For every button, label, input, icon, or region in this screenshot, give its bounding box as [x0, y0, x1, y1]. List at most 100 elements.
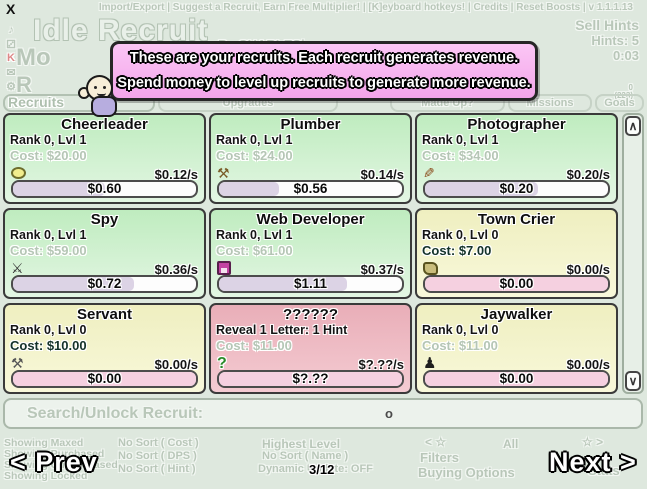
- recruit-rank-level: Rank 0, Lvl 1: [10, 228, 87, 242]
- search-input[interactable]: Search/Unlock Recruit: o: [3, 398, 643, 429]
- revenue-progress-bar: [423, 370, 610, 388]
- recruit-rate: $0.00/s: [154, 357, 198, 372]
- recruit-rate: $0.14/s: [360, 167, 404, 182]
- recruit-name: Web Developer: [256, 211, 365, 228]
- hotkey-icon[interactable]: K: [7, 52, 15, 64]
- tab-missions[interactable]: Missions: [508, 94, 592, 112]
- music-icon[interactable]: ♪: [8, 24, 14, 36]
- recruit-rank-level: Rank 0, Lvl 1: [422, 133, 499, 147]
- revenue-progress-bar: [11, 275, 198, 293]
- sort-name-button[interactable]: No Sort ( Name ): [262, 450, 349, 462]
- revenue-progress-bar: [217, 180, 404, 198]
- recruit-rate: $0.37/s: [360, 262, 404, 277]
- recruit-name: Plumber: [280, 116, 341, 133]
- scroll-down-icon[interactable]: ∨: [625, 371, 641, 391]
- sort-cost-button[interactable]: No Sort ( Cost ): [118, 437, 199, 449]
- toggle-showing-locked[interactable]: Showing Locked: [4, 470, 88, 482]
- recruit-name: Town Crier: [477, 211, 556, 228]
- pom-pom-icon: [11, 167, 26, 179]
- recruit-rank-level: Rank 0, Lvl 1: [216, 133, 293, 147]
- recruit-rank-level: Reveal 1 Letter: 1 Hint: [216, 323, 348, 337]
- recruit-cost: Cost: $10.00: [10, 338, 87, 353]
- sort-dps-button[interactable]: No Sort ( DPS ): [118, 450, 197, 462]
- revenue-progress-bar: [11, 370, 198, 388]
- toggle-showing-unpurchased[interactable]: Showing Unpurchased: [4, 459, 118, 471]
- recruits-label-fragment: R: [16, 72, 32, 97]
- recruit-rate: $0.36/s: [154, 262, 198, 277]
- tooltip-line-1: These are your recruits. Each recruit ge…: [129, 50, 519, 66]
- recruit-card[interactable]: Cheerleader Rank 0, Lvl 1 Cost: $20.00 $0.1…: [3, 113, 206, 204]
- recruit-cost: Cost: $61.00: [216, 243, 293, 258]
- revenue-progress-bar: [11, 180, 198, 198]
- recruit-cost: Cost: $34.00: [422, 148, 499, 163]
- recruit-rate: $0.20/s: [566, 167, 610, 182]
- sort-hint-button[interactable]: No Sort ( Hint ): [118, 463, 196, 475]
- recruit-rank-level: Rank 0, Lvl 0: [422, 228, 499, 242]
- wrench2-icon: [11, 355, 28, 371]
- toggle-showing-maxed[interactable]: Showing Maxed: [4, 437, 84, 449]
- wrench-icon: [217, 165, 234, 181]
- recruit-rate: $0.00/s: [566, 357, 610, 372]
- toggle-showing-purchased[interactable]: Showing Purchased: [4, 448, 105, 460]
- dagger-icon: [11, 260, 28, 276]
- buying-options-button[interactable]: Buying Options: [418, 465, 515, 480]
- revenue-progress-bar: [217, 275, 404, 293]
- recruit-card[interactable]: Web Developer Rank 0, Lvl 1 Cost: $61.00 $0…: [209, 208, 412, 299]
- grid-scrollbar[interactable]: ∧ ∨: [622, 113, 644, 394]
- revenue-progress-bar: [423, 180, 610, 198]
- filter-prev-icon[interactable]: < ☆: [425, 435, 447, 449]
- recruit-card[interactable]: Town Crier Rank 0, Lvl 0 Cost: $7.00 $0.00/…: [415, 208, 618, 299]
- recruit-cost: Cost: $59.00: [10, 243, 87, 258]
- recruit-name: ??????: [283, 306, 338, 323]
- recruit-name: Servant: [76, 306, 133, 323]
- settings-icon[interactable]: ⚙: [6, 81, 16, 93]
- recruit-name: Photographer: [467, 116, 566, 133]
- mail-icon[interactable]: ✉: [6, 67, 16, 79]
- recruit-cost: Cost: $11.00: [216, 338, 292, 353]
- brush-icon: [423, 165, 440, 181]
- mascot-body: [91, 96, 117, 117]
- prev-page-button[interactable]: < Prev: [10, 447, 98, 477]
- tutorial-tooltip[interactable]: These are your recruits. Each recruit ge…: [110, 41, 538, 101]
- recruit-card[interactable]: ?????? Reveal 1 Letter: 1 Hint Cost: $11.0…: [209, 303, 412, 394]
- recruit-cost: Cost: $24.00: [216, 148, 293, 163]
- hints-counter: Hints: 5: [591, 33, 639, 48]
- recruit-rank-level: Rank 0, Lvl 1: [10, 133, 87, 147]
- recruit-name: Jaywalker: [480, 306, 553, 323]
- recruit-rate: $0.12/s: [154, 167, 198, 182]
- tutorial-mascot: [78, 75, 136, 117]
- recruit-rate: $?.??/s: [358, 357, 404, 372]
- recruit-rank-level: Rank 0, Lvl 0: [10, 323, 87, 337]
- scroll-up-icon[interactable]: ∧: [625, 116, 641, 136]
- recruit-name: Cheerleader: [61, 116, 148, 133]
- revenue-amount: $0.00: [499, 371, 534, 386]
- filter-all-button[interactable]: All: [503, 437, 519, 451]
- revenue-amount: $?.??: [292, 371, 329, 386]
- recruit-rank-level: Rank 0, Lvl 0: [422, 323, 499, 337]
- stats-button[interactable]: Stats: [588, 463, 620, 478]
- money-label-fragment: Mo: [16, 44, 51, 71]
- filters-button[interactable]: Filters: [420, 450, 460, 465]
- recruit-cost: Cost: $7.00: [422, 243, 492, 258]
- sidebar-icons: ♪ ⚂ K ✉ ⚙: [4, 24, 18, 94]
- next-page-button[interactable]: Next >: [549, 447, 637, 477]
- top-menu-links[interactable]: Import/Export | Suggest a Recruit, Earn …: [98, 2, 633, 13]
- question-icon: [217, 355, 234, 371]
- revenue-amount: $0.20: [499, 181, 534, 196]
- sell-hints-button[interactable]: Sell Hints: [575, 17, 639, 33]
- dynamic-update-toggle[interactable]: Dynamic Update: OFF: [258, 463, 373, 475]
- filter-next-icon[interactable]: ☆ >: [582, 435, 604, 449]
- page-indicator: 3/12: [309, 462, 335, 477]
- tab-goals[interactable]: Goals: [595, 94, 644, 112]
- sort-highest-level-button[interactable]: Highest Level: [262, 437, 341, 451]
- close-button[interactable]: X: [6, 1, 16, 17]
- dice-icon[interactable]: ⚂: [6, 39, 16, 51]
- revenue-amount: $0.00: [87, 371, 122, 386]
- revenue-amount: $0.00: [499, 276, 534, 291]
- recruit-rank-level: Rank 0, Lvl 1: [216, 228, 293, 242]
